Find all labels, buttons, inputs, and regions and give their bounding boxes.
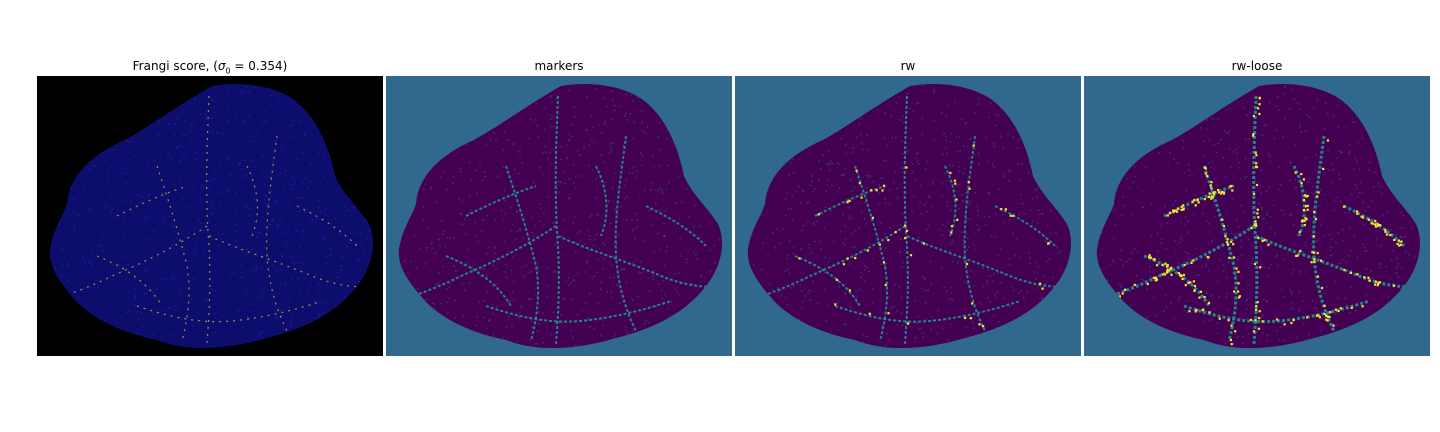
rw-title: rw xyxy=(900,59,916,73)
rw-loose-image xyxy=(1084,76,1430,356)
frangi-image xyxy=(37,76,383,356)
retina-mask xyxy=(747,84,1071,349)
rw-loose-title: rw-loose xyxy=(1231,59,1283,73)
retina-mask xyxy=(398,84,722,349)
markers-image xyxy=(386,76,732,356)
retina-mask xyxy=(49,84,373,349)
vessel-texture xyxy=(1096,84,1421,349)
rw-image xyxy=(735,76,1081,356)
rw-panel: rw xyxy=(735,56,1081,356)
vessel-texture xyxy=(747,84,1072,349)
retina-mask xyxy=(1096,84,1420,349)
markers-title: markers xyxy=(534,59,584,73)
markers-panel: markers xyxy=(386,56,732,356)
rw-loose-panel: rw-loose xyxy=(1084,56,1430,356)
frangi-panel: Frangi score, (σ0 = 0.354) xyxy=(37,56,383,356)
frangi-title: Frangi score, (σ0 = 0.354) xyxy=(132,59,288,76)
